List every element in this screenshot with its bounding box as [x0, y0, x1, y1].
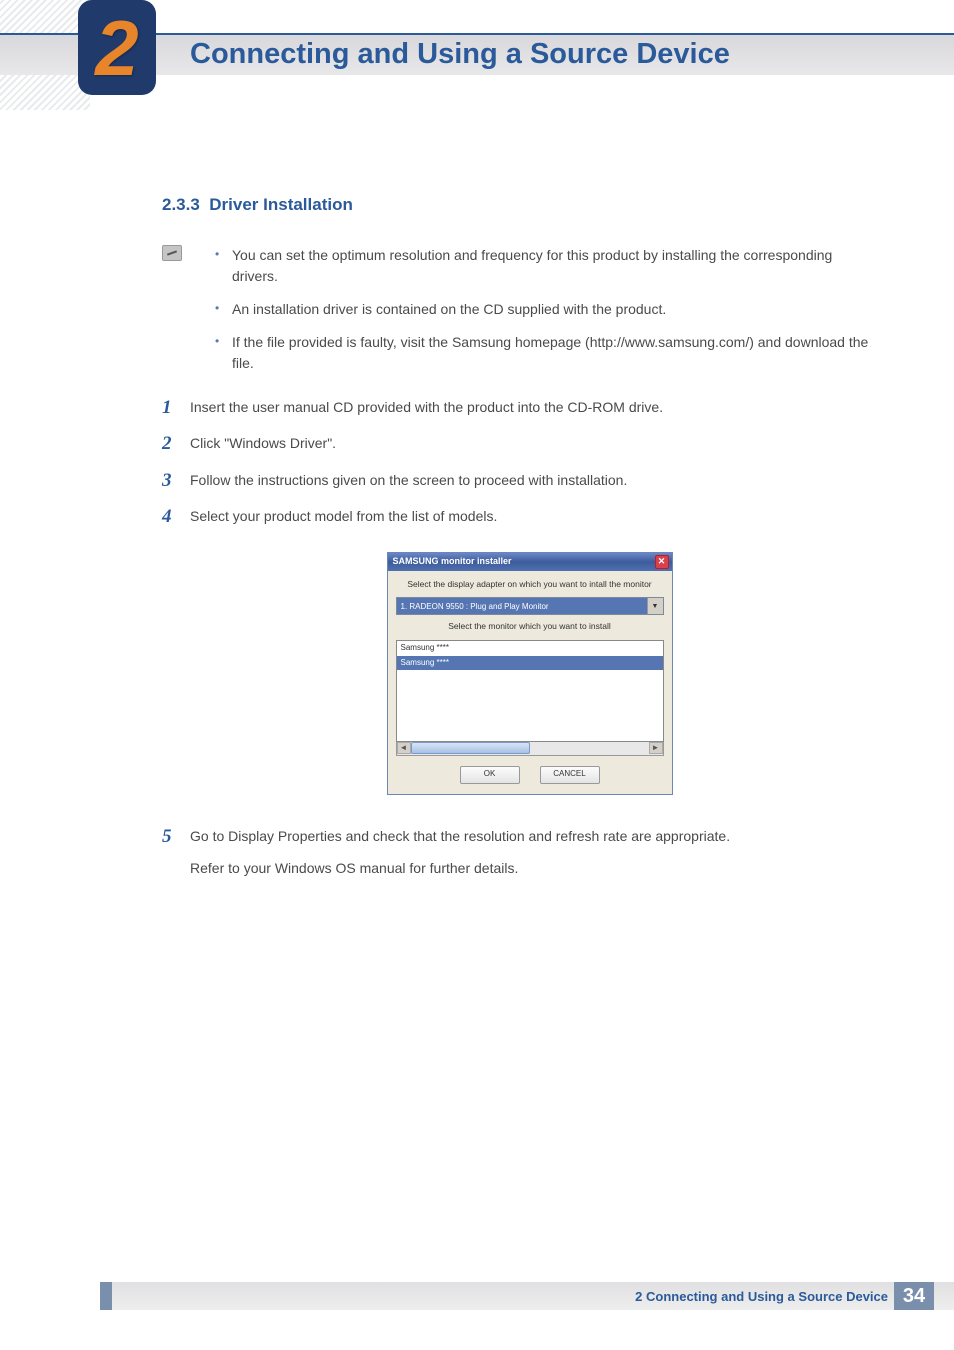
horizontal-scrollbar[interactable]: ◄ ► — [396, 742, 664, 756]
installer-button-row: OK CANCEL — [396, 766, 664, 790]
step-text: Refer to your Windows OS manual for furt… — [190, 860, 518, 876]
monitor-list[interactable]: Samsung **** Samsung **** — [396, 640, 664, 742]
section-number: 2.3.3 — [162, 195, 200, 214]
steps-list: 1 Insert the user manual CD provided wit… — [162, 396, 869, 880]
section-title: Driver Installation — [209, 195, 353, 214]
chapter-number-box: 2 — [78, 0, 156, 95]
scroll-left-icon[interactable]: ◄ — [397, 742, 411, 754]
installer-title: SAMSUNG monitor installer — [391, 554, 512, 568]
step-text: Insert the user manual CD provided with … — [190, 399, 663, 415]
installer-label-adapter: Select the display adapter on which you … — [396, 578, 664, 592]
step-item: 5 Go to Display Properties and check tha… — [162, 825, 869, 880]
step-item: 3 Follow the instructions given on the s… — [162, 469, 869, 491]
chapter-title: Connecting and Using a Source Device — [190, 38, 730, 71]
installer-titlebar: SAMSUNG monitor installer ✕ — [388, 553, 672, 571]
note-list: You can set the optimum resolution and f… — [210, 245, 869, 374]
section-heading: 2.3.3 Driver Installation — [162, 195, 869, 215]
list-item[interactable]: Samsung **** — [397, 641, 663, 656]
step-number: 1 — [162, 393, 172, 423]
installer-window: SAMSUNG monitor installer ✕ Select the d… — [387, 552, 673, 795]
step-number: 3 — [162, 466, 172, 496]
step-number: 4 — [162, 502, 172, 532]
cancel-button[interactable]: CANCEL — [540, 766, 600, 784]
ok-button[interactable]: OK — [460, 766, 520, 784]
step-item: 1 Insert the user manual CD provided wit… — [162, 396, 869, 418]
list-item-selected[interactable]: Samsung **** — [397, 656, 663, 671]
note-item: You can set the optimum resolution and f… — [210, 245, 869, 287]
scroll-right-icon[interactable]: ► — [649, 742, 663, 754]
step-number: 5 — [162, 822, 172, 852]
footer-accent — [100, 1282, 112, 1310]
scroll-thumb[interactable] — [411, 742, 530, 754]
footer-page-number: 34 — [894, 1282, 934, 1310]
dropdown-value: 1. RADEON 9550 : Plug and Play Monitor — [397, 598, 647, 614]
footer-text: 2 Connecting and Using a Source Device — [635, 1282, 888, 1310]
chevron-down-icon[interactable]: ▼ — [647, 598, 663, 614]
note-icon — [162, 245, 182, 261]
adapter-dropdown[interactable]: 1. RADEON 9550 : Plug and Play Monitor ▼ — [396, 597, 664, 615]
scroll-track[interactable] — [411, 742, 649, 754]
note-item: An installation driver is contained on t… — [210, 299, 869, 320]
step-item: 2 Click "Windows Driver". — [162, 432, 869, 454]
note-block: You can set the optimum resolution and f… — [162, 245, 869, 374]
page-footer: 2 Connecting and Using a Source Device 3… — [0, 1282, 954, 1310]
step-text: Select your product model from the list … — [190, 508, 497, 524]
step-text: Follow the instructions given on the scr… — [190, 472, 627, 488]
note-item: If the file provided is faulty, visit th… — [210, 332, 869, 374]
step-number: 2 — [162, 429, 172, 459]
close-icon[interactable]: ✕ — [655, 555, 669, 569]
installer-body: Select the display adapter on which you … — [388, 571, 672, 794]
step-text: Click "Windows Driver". — [190, 435, 336, 451]
step-item: 4 Select your product model from the lis… — [162, 505, 869, 795]
installer-label-monitor: Select the monitor which you want to ins… — [396, 620, 664, 634]
step-text: Go to Display Properties and check that … — [190, 828, 730, 844]
page-content: 2.3.3 Driver Installation You can set th… — [162, 195, 869, 894]
chapter-number: 2 — [95, 9, 138, 87]
